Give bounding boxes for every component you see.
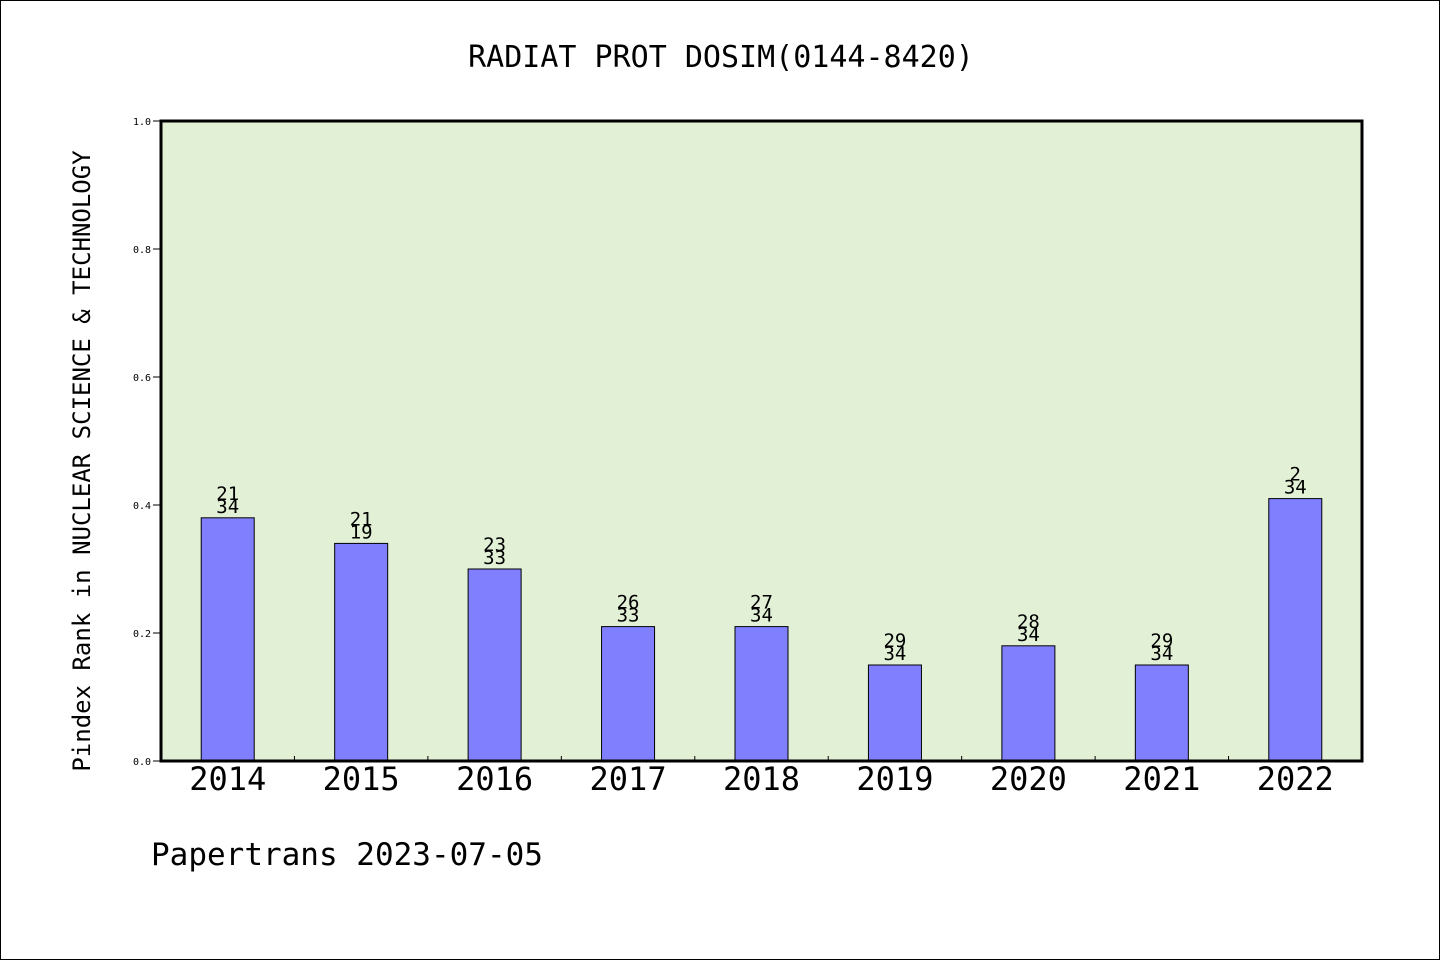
data-label-top: 26 [617, 592, 640, 614]
data-label-bottom: 34 [1284, 477, 1307, 499]
data-label-top: 21 [350, 508, 373, 530]
data-label-top: 29 [1150, 630, 1173, 652]
data-label-top: 21 [216, 483, 239, 505]
y-tick-label: 0.8 [133, 245, 151, 256]
bar-2015 [334, 542, 389, 762]
bar-2016 [467, 568, 522, 762]
data-label-bottom: 34 [216, 496, 239, 518]
data-label-top: 29 [883, 630, 906, 652]
x-tick-label: 2021 [1123, 760, 1200, 798]
y-tick-label: 0.4 [133, 501, 151, 512]
bar-2018 [734, 626, 789, 762]
x-tick-label: 2017 [590, 760, 667, 798]
data-label-top: 27 [750, 592, 773, 614]
bar-2019 [867, 664, 922, 762]
data-label-bottom: 34 [1017, 624, 1040, 646]
bar-series [200, 498, 1323, 762]
footer-credit: Papertrans 2023-07-05 [151, 837, 543, 873]
data-label-top: 28 [1017, 611, 1040, 633]
chart-title: RADIAT PROT DOSIM(0144-8420) [468, 40, 974, 75]
bar-2020 [1001, 645, 1056, 762]
y-axis: 0.0 0.2 0.4 0.6 0.8 1.0 [133, 117, 161, 768]
x-tick-label: 2016 [456, 760, 533, 798]
data-label-bottom: 34 [1150, 643, 1173, 665]
data-label-top: 2 [1290, 464, 1301, 486]
data-label-bottom: 33 [483, 547, 506, 569]
x-axis: 2014 2015 2016 2017 2018 2019 2020 2021 2022 [189, 756, 1334, 798]
x-tick-label: 2020 [990, 760, 1067, 798]
x-tick-label: 2015 [323, 760, 400, 798]
bar-2014 [200, 517, 255, 762]
bar-2022 [1268, 498, 1323, 762]
bar-2021 [1134, 664, 1189, 762]
y-axis-label: Pindex Rank in NUCLEAR SCIENCE & TECHNOL… [68, 150, 96, 772]
bar-2017 [601, 626, 656, 762]
y-tick-label: 0.2 [133, 629, 151, 640]
data-label-bottom: 34 [750, 605, 773, 627]
y-tick-label: 1.0 [133, 117, 151, 128]
x-tick-label: 2014 [189, 760, 266, 798]
x-tick-label: 2018 [723, 760, 800, 798]
data-label-bottom: 19 [350, 521, 373, 543]
y-tick-label: 0.0 [133, 757, 151, 768]
y-tick-label: 0.6 [133, 373, 151, 384]
data-label-bottom: 33 [617, 605, 640, 627]
x-tick-label: 2019 [856, 760, 933, 798]
data-label-top: 23 [483, 534, 506, 556]
x-tick-label: 2022 [1257, 760, 1334, 798]
data-label-bottom: 34 [883, 643, 906, 665]
plot-border [159, 119, 1364, 763]
